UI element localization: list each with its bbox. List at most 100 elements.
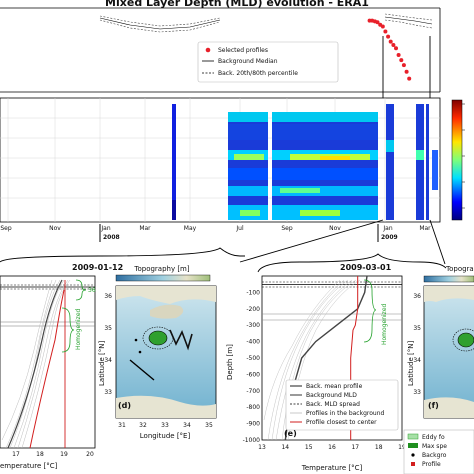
panel-e-xtick: 18 — [375, 444, 383, 451]
mid-tick-5: Jul — [235, 225, 244, 232]
panel-c: 2009-01-12 36 Homogenized 17 18 19 20 em… — [0, 263, 123, 470]
year-label-2008: 2008 — [103, 234, 120, 241]
panel-f-ytick-36: 36 — [413, 293, 421, 300]
panel-c-xlabel: emperature [°C] — [0, 462, 58, 470]
panel-e-label: (e) — [284, 429, 297, 438]
panel-e-ytick: -100 — [246, 289, 260, 296]
legend-profiles-background: Profiles in the background — [306, 410, 384, 417]
panel-f-ytick-35: 35 — [413, 325, 421, 332]
panel-e-ytick: -400 — [246, 339, 260, 346]
selected-profile-point — [396, 53, 401, 57]
panel-d-ytick-35: 35 — [104, 325, 112, 332]
panel-f-ytick-33: 33 — [413, 389, 421, 396]
selected-profile-point — [391, 43, 396, 47]
selected-profile-point — [375, 20, 380, 25]
legend-back-mean: Back. mean profile — [306, 383, 363, 390]
panel-d-ytick-33: 33 — [104, 389, 112, 396]
panel-f-legend: Eddy fo Max spe Backgro Profile — [403, 429, 474, 474]
mid-tick-8: Jan — [382, 225, 392, 232]
legend-back-percentile: Back. 20th/80th percentile — [218, 70, 298, 77]
panel-e-ytick: -600 — [246, 371, 260, 378]
panel-d-ytick-36: 36 — [104, 293, 112, 300]
top-title: Mixed Layer Depth (MLD) evolution - ERA1 — [105, 0, 369, 9]
panel-e-ytick: -1000 — [243, 437, 261, 444]
panel-d-title: Topography [m] — [133, 265, 190, 273]
legend-background-mld: Background MLD — [306, 392, 357, 399]
panel-e-ytick: -500 — [246, 355, 260, 362]
panel-f-ytick-34: 34 — [413, 357, 421, 364]
legend-marker-selected — [205, 47, 211, 53]
mid-tick-2: Jan — [100, 225, 110, 232]
panel-d-xtick-32: 32 — [139, 422, 147, 429]
panel-f-label: (f) — [428, 401, 439, 410]
panel-c-tick-18: 18 — [36, 451, 44, 458]
mid-tick-6: Sep — [281, 225, 293, 232]
panel-d-label: (d) — [118, 401, 131, 410]
legend-profile-closest: Profile closest to center — [306, 419, 377, 426]
legend-eddy: Eddy fo — [422, 434, 445, 441]
panel-c-marker-36: 36 — [88, 287, 96, 294]
panel-e-ytick: -200 — [246, 306, 260, 313]
legend-profile: Profile — [422, 461, 441, 468]
panel-e-xtick: 19 — [398, 444, 406, 451]
year-label-2009: 2009 — [381, 234, 398, 241]
panel-c-title: 2009-01-12 — [72, 263, 123, 272]
mid-tick-0: Sep — [0, 225, 12, 232]
middle-panel: Sep Nov Jan Mar May Jul Sep Nov Jan Mar … — [0, 97, 465, 242]
mid-tick-1: Nov — [49, 225, 61, 232]
mid-tick-3: Mar — [139, 225, 151, 232]
panel-d-xtick-35: 35 — [205, 422, 213, 429]
panel-e-ytick: -800 — [246, 404, 260, 411]
selected-profile-point — [388, 39, 393, 44]
panel-e-title: 2009-03-01 — [340, 263, 392, 272]
panel-c-tick-17: 17 — [12, 451, 20, 458]
legend-max-speed: Max spe — [422, 443, 447, 450]
panel-f-title: Topogra — [445, 265, 474, 273]
panel-e: 2009-03-01 Homogenized Back. mean profil… — [226, 263, 406, 472]
mid-tick-9: Mar — [419, 225, 431, 232]
panel-e-ytick: -700 — [246, 388, 260, 395]
panel-e-ytick: -300 — [246, 322, 260, 329]
selected-profile-point — [383, 29, 388, 34]
panel-c-tick-20: 20 — [86, 451, 94, 458]
selected-profile-point — [394, 46, 398, 51]
panel-d-xlabel: Longitude [°E] — [140, 432, 191, 440]
legend-background: Backgro — [422, 452, 447, 459]
panel-f-ylabel: Latitude [°N] — [407, 340, 415, 386]
selected-profile-point — [386, 34, 391, 39]
legend-background-median: Background Median — [218, 58, 278, 65]
panel-d-ytick-34: 34 — [104, 357, 112, 364]
panel-e-ytick: -900 — [246, 421, 260, 428]
top-legend: Selected profiles Background Median Back… — [197, 41, 339, 83]
panel-d-xtick-34: 34 — [183, 422, 191, 429]
panel-e-xtick: 16 — [328, 444, 336, 451]
panel-e-xtick: 14 — [281, 444, 289, 451]
selected-profile-point — [399, 58, 404, 63]
selected-profile-point — [404, 69, 409, 74]
top-panel: Selected profiles Background Median Back… — [0, 7, 441, 220]
panel-e-xtick: 13 — [258, 444, 266, 451]
mid-tick-7: Nov — [329, 225, 341, 232]
panel-d-ylabel: Latitude [°N] — [98, 340, 106, 386]
selected-profile-point — [401, 63, 406, 68]
panel-e-xtick: 17 — [351, 444, 359, 451]
connectors — [0, 219, 447, 273]
panel-e-xtick: 15 — [305, 444, 313, 451]
panel-e-homogenized: Homogenized — [381, 303, 388, 345]
mid-tick-4: May — [184, 225, 197, 232]
panel-c-homogenized: Homogenized — [75, 308, 82, 350]
panel-d: Topography [m] (d) 36 35 34 33 Latitude … — [98, 265, 217, 440]
panel-e-xlabel: Temperature [°C] — [301, 464, 363, 472]
panel-e-legend: Back. mean profile Background MLD Back. … — [285, 379, 399, 431]
legend-back-mld-spread: Back. MLD spread — [306, 401, 360, 408]
selected-profile-point — [380, 24, 385, 29]
selected-profile-point — [407, 76, 412, 81]
panel-f: Topogra (f) 36 35 34 33 Latitude [°N] Ed… — [403, 265, 474, 474]
panel-d-xtick-31: 31 — [118, 422, 126, 429]
panel-e-ylabel: Depth [m] — [226, 344, 234, 380]
legend-selected-profiles: Selected profiles — [218, 47, 268, 54]
panel-c-tick-19: 19 — [60, 451, 68, 458]
panel-d-xtick-33: 33 — [161, 422, 169, 429]
colorbar — [451, 99, 463, 221]
